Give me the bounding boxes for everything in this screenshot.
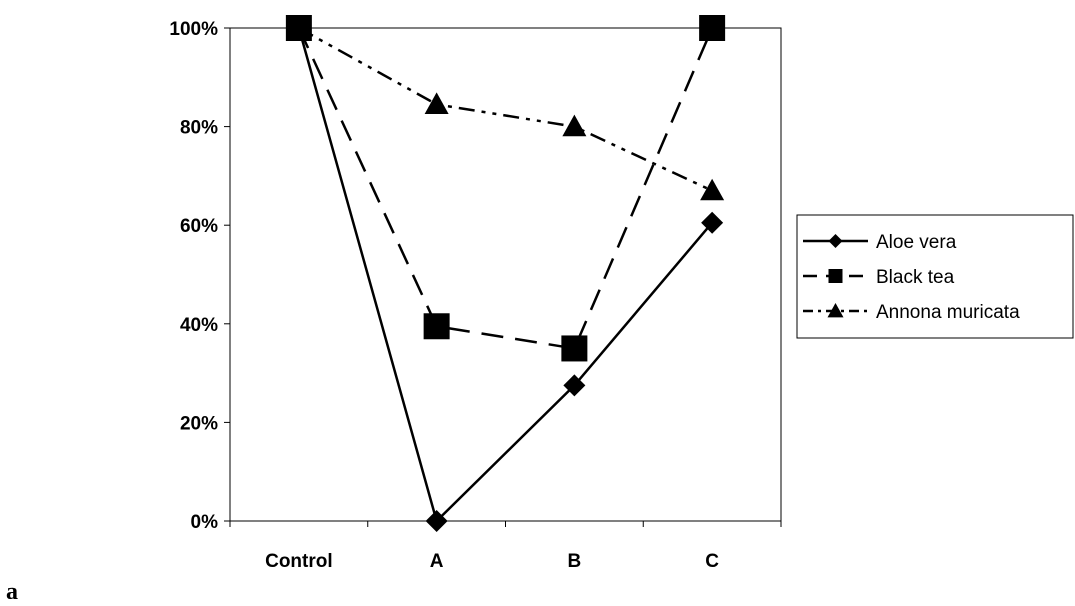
data-point	[701, 211, 724, 234]
y-tick-label: 40%	[180, 315, 218, 336]
data-point	[424, 92, 449, 115]
legend-item: Annona muricata	[803, 302, 1020, 323]
legend-marker	[828, 234, 843, 248]
legend-box	[796, 214, 1074, 339]
x-tick-label: C	[705, 551, 719, 572]
axes: 0% 20% 40% 60% 80% 100% Control A B C	[169, 19, 782, 572]
y-tick-label: 20%	[180, 413, 218, 434]
legend-item: Aloe vera	[803, 232, 957, 253]
legend-item: Black tea	[803, 267, 955, 288]
series-group	[285, 15, 726, 532]
y-tick-label: 0%	[191, 512, 219, 533]
legend-marker	[828, 269, 843, 283]
x-tick-label: Control	[265, 551, 333, 572]
data-point	[425, 510, 448, 532]
plot-area	[229, 27, 782, 522]
series-line	[298, 26, 713, 192]
series-black-tea	[285, 15, 726, 362]
data-point	[285, 15, 312, 41]
data-point	[561, 335, 588, 362]
legend-label: Annona muricata	[876, 302, 1020, 323]
legend-marker	[827, 303, 844, 318]
panel-label: a	[6, 579, 18, 605]
y-tick-label: 60%	[180, 216, 218, 237]
legend-label: Black tea	[876, 267, 955, 288]
legend: Aloe vera Black tea Annona muricata	[796, 214, 1074, 339]
y-tick-label: 80%	[180, 118, 218, 139]
y-tick-label: 100%	[169, 19, 218, 40]
data-point	[699, 15, 726, 41]
data-point	[563, 374, 586, 397]
x-tick-label: B	[568, 551, 582, 572]
series-line	[297, 27, 714, 524]
data-point	[700, 178, 725, 201]
data-point	[423, 313, 450, 340]
legend-label: Aloe vera	[876, 232, 957, 253]
x-tick-label: A	[430, 551, 444, 572]
data-point	[562, 114, 587, 137]
